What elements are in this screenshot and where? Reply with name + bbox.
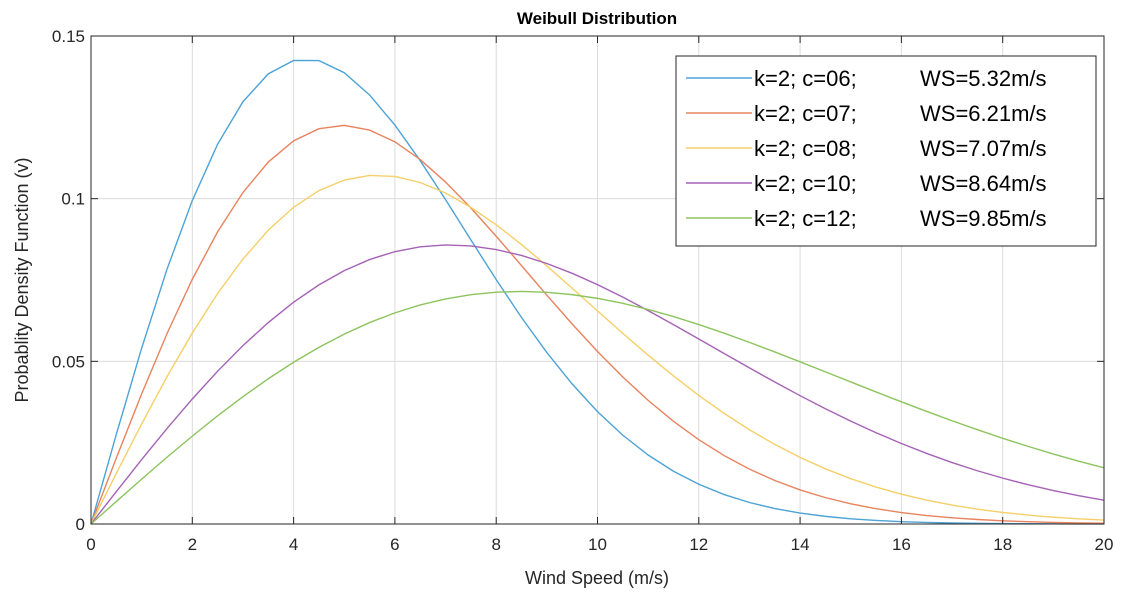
x-tick-label: 16 — [892, 535, 911, 554]
legend: k=2; c=06; WS=5.32m/s k=2; c=07; WS=6.21m/s… — [675, 55, 1097, 247]
series-layer — [90, 59, 1105, 525]
legend-ws-label: WS=9.85m/s — [920, 206, 1047, 231]
axis-ticks: 0 2 4 6 8 10 12 14 16 18 20 0 0.05 0.1 0.15 — [52, 27, 1114, 554]
legend-label: k=2; c=10; — [754, 171, 857, 196]
y-tick-label: 0.15 — [52, 27, 85, 46]
x-tick-label: 0 — [86, 535, 95, 554]
y-tick-label: 0.1 — [61, 190, 85, 209]
y-tick-label: 0.05 — [52, 352, 85, 371]
legend-label: k=2; c=08; — [754, 136, 857, 161]
x-tick-label: 2 — [188, 535, 197, 554]
legend-label: k=2; c=06; — [754, 66, 857, 91]
x-tick-label: 20 — [1095, 535, 1114, 554]
x-tick-label: 10 — [588, 535, 607, 554]
legend-box — [675, 55, 1097, 247]
x-tick-label: 8 — [491, 535, 500, 554]
series-line-2 — [90, 124, 1105, 525]
series-line-3 — [90, 174, 1105, 525]
legend-ws-label: WS=5.32m/s — [920, 66, 1047, 91]
legend-ws-label: WS=8.64m/s — [920, 171, 1047, 196]
y-axis-label: Probablity Density Function (v) — [12, 157, 32, 402]
series-line-1 — [90, 59, 1105, 525]
series-line-5 — [90, 290, 1105, 525]
legend-ws-label: WS=6.21m/s — [920, 101, 1047, 126]
x-tick-label: 12 — [689, 535, 708, 554]
x-axis-label: Wind Speed (m/s) — [525, 568, 669, 588]
legend-ws-label: WS=7.07m/s — [920, 136, 1047, 161]
x-tick-label: 18 — [993, 535, 1012, 554]
x-tick-label: 6 — [390, 535, 399, 554]
chart-title: Weibull Distribution — [517, 9, 677, 28]
x-tick-label: 14 — [791, 535, 810, 554]
y-tick-label: 0 — [76, 515, 85, 534]
legend-label: k=2; c=12; — [754, 206, 857, 231]
series-line-4 — [90, 244, 1105, 525]
legend-label: k=2; c=07; — [754, 101, 857, 126]
x-tick-label: 4 — [289, 535, 298, 554]
